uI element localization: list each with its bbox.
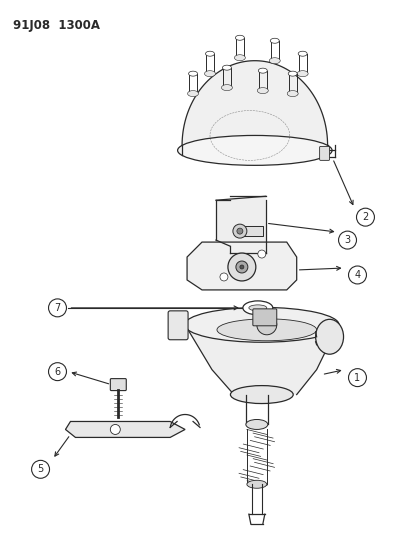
Polygon shape <box>187 242 296 290</box>
Ellipse shape <box>270 38 279 43</box>
Circle shape <box>228 253 255 281</box>
Circle shape <box>257 250 265 258</box>
Ellipse shape <box>234 55 245 61</box>
FancyBboxPatch shape <box>252 309 276 326</box>
Ellipse shape <box>315 319 343 354</box>
Ellipse shape <box>187 91 198 96</box>
FancyBboxPatch shape <box>110 378 126 391</box>
Ellipse shape <box>297 71 307 77</box>
Text: 7: 7 <box>54 303 60 313</box>
Ellipse shape <box>257 87 268 94</box>
Ellipse shape <box>287 91 297 96</box>
Ellipse shape <box>205 51 214 56</box>
Ellipse shape <box>245 419 267 430</box>
Text: 6: 6 <box>54 367 60 377</box>
Text: 4: 4 <box>354 270 360 280</box>
Circle shape <box>110 424 120 434</box>
Ellipse shape <box>216 319 316 341</box>
Circle shape <box>219 273 228 281</box>
Text: 3: 3 <box>344 235 350 245</box>
Polygon shape <box>216 196 265 253</box>
Circle shape <box>233 224 246 238</box>
Text: 91J08  1300A: 91J08 1300A <box>13 19 100 32</box>
Text: 5: 5 <box>37 464 44 474</box>
Ellipse shape <box>184 308 338 342</box>
Ellipse shape <box>188 71 197 76</box>
Polygon shape <box>65 422 185 438</box>
Ellipse shape <box>246 480 266 488</box>
FancyBboxPatch shape <box>168 311 188 340</box>
Ellipse shape <box>297 51 306 56</box>
Ellipse shape <box>235 35 244 41</box>
Circle shape <box>338 231 356 249</box>
Circle shape <box>48 299 66 317</box>
Text: 1: 1 <box>354 373 360 383</box>
Circle shape <box>236 228 242 234</box>
Ellipse shape <box>221 85 232 91</box>
Circle shape <box>256 315 276 335</box>
Circle shape <box>348 369 366 386</box>
Ellipse shape <box>177 135 331 165</box>
Ellipse shape <box>287 71 297 76</box>
Text: 2: 2 <box>361 212 368 222</box>
Circle shape <box>239 265 243 269</box>
Polygon shape <box>185 325 338 394</box>
Circle shape <box>348 266 366 284</box>
FancyBboxPatch shape <box>319 147 329 160</box>
Circle shape <box>356 208 373 226</box>
Ellipse shape <box>242 301 272 315</box>
Ellipse shape <box>268 58 280 63</box>
Circle shape <box>235 261 247 273</box>
Circle shape <box>31 461 50 478</box>
Ellipse shape <box>248 305 266 311</box>
Polygon shape <box>182 61 327 146</box>
Circle shape <box>48 362 66 381</box>
Polygon shape <box>239 226 262 236</box>
Ellipse shape <box>230 385 292 403</box>
Ellipse shape <box>258 68 267 73</box>
Ellipse shape <box>222 65 231 70</box>
Ellipse shape <box>204 71 215 77</box>
